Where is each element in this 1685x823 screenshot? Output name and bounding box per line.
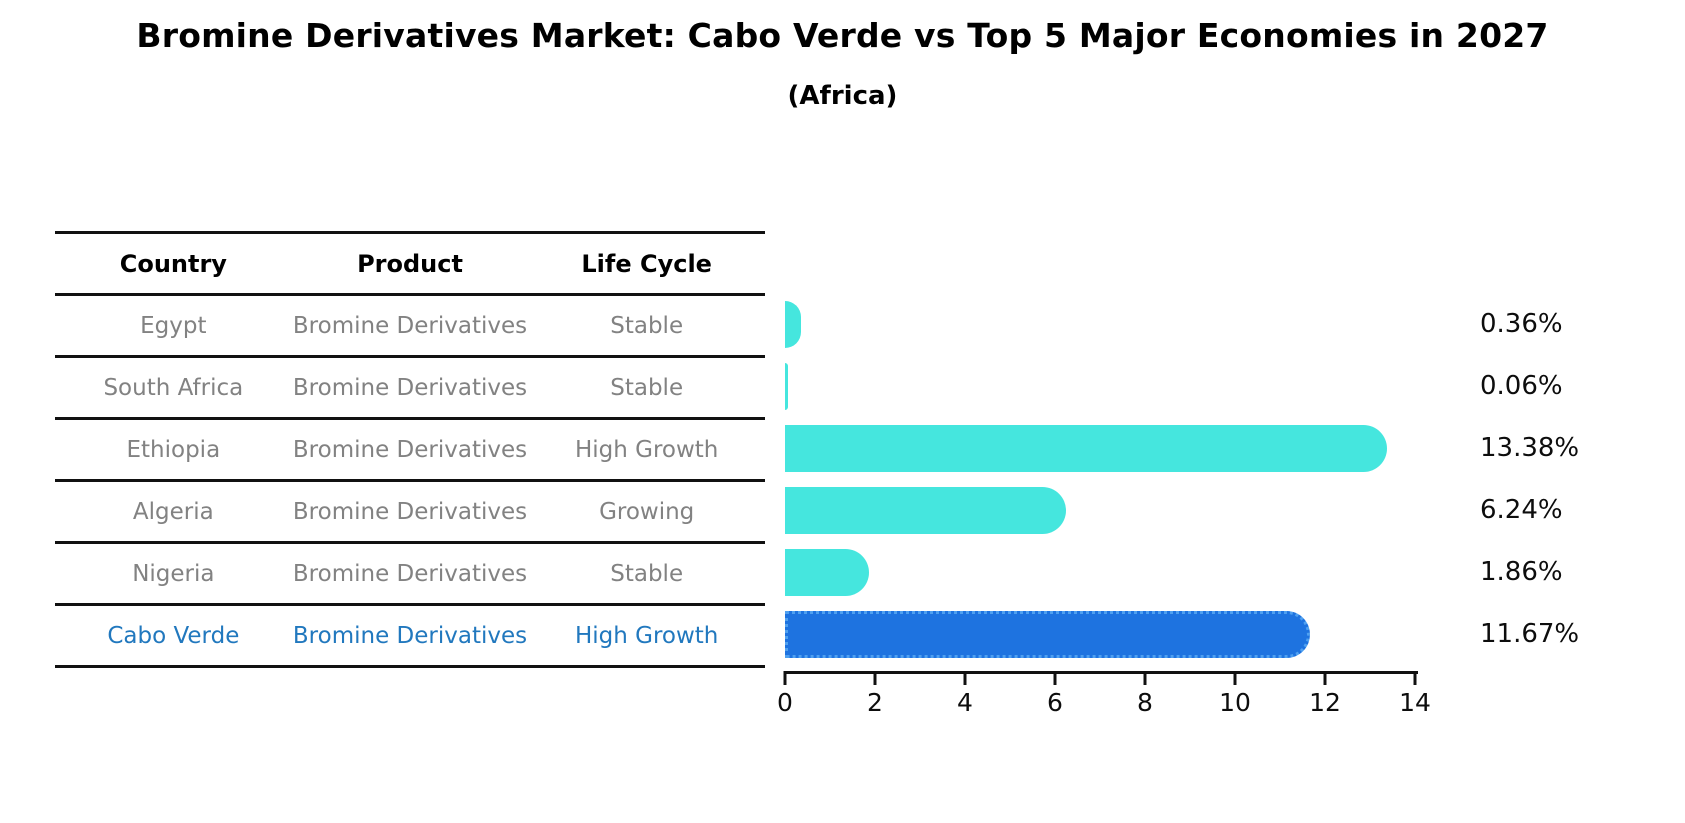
table-row-south-africa: South Africa Bromine Derivatives Stable (55, 358, 765, 417)
x-axis (785, 671, 1418, 674)
bar-row-algeria: 6.24% (785, 479, 1563, 541)
cell-country: Nigeria (132, 560, 215, 587)
cell-country: Ethiopia (126, 436, 221, 463)
x-axis-tick-label: 12 (1309, 688, 1341, 717)
x-axis-tick-label: 0 (777, 688, 793, 717)
x-axis-tick (963, 671, 967, 685)
x-axis-tick (1233, 671, 1237, 685)
cell-product: Bromine Derivatives (292, 622, 528, 649)
bar-chart: 0.36% 0.06% 13.38% 6.24% 1.86% 11.67% (785, 293, 1579, 665)
comparison-table: Country Product Life Cycle Egypt Bromine… (55, 231, 765, 668)
bar-row-cabo-verde: 11.67% (785, 603, 1579, 665)
cell-country: Algeria (132, 498, 214, 525)
column-header-country: Country (119, 249, 227, 278)
x-axis-tick-label: 2 (867, 688, 883, 717)
bar-algeria (785, 486, 1066, 534)
bar-egypt (785, 300, 802, 348)
cell-country: South Africa (103, 374, 244, 401)
table-divider (55, 665, 765, 668)
x-axis-tick-label: 6 (1047, 688, 1063, 717)
cell-product: Bromine Derivatives (292, 436, 528, 463)
table-divider (55, 231, 765, 234)
x-axis-tick-labels: 0 2 4 6 8 10 12 14 (777, 688, 1431, 720)
table-row-ethiopia: Ethiopia Bromine Derivatives High Growth (55, 420, 765, 479)
cell-country: Cabo Verde (107, 622, 240, 649)
bar-row-nigeria: 1.86% (785, 541, 1563, 603)
x-axis-tick (783, 671, 787, 685)
table-divider (55, 417, 765, 420)
x-axis-ticks (783, 671, 1417, 686)
bar-row-egypt: 0.36% (785, 293, 1563, 355)
bar-ethiopia (785, 424, 1388, 472)
bar-value-label: 11.67% (1480, 619, 1580, 649)
table-header-row: Country Product Life Cycle (55, 234, 765, 293)
column-header-product: Product (357, 249, 463, 278)
bar-value-label: 13.38% (1480, 433, 1580, 463)
column-header-lifecycle: Life Cycle (581, 249, 712, 278)
bar-row-ethiopia: 13.38% (785, 417, 1579, 479)
cell-lifecycle: Stable (610, 312, 684, 339)
x-axis-tick-label: 4 (957, 688, 973, 717)
table-divider (55, 355, 765, 358)
cell-product: Bromine Derivatives (292, 560, 528, 587)
chart-header: Bromine Derivatives Market: Cabo Verde v… (0, 0, 1685, 111)
x-axis-tick (1323, 671, 1327, 685)
bar-value-label: 0.06% (1480, 371, 1563, 401)
bar-cabo-verde-highlighted (785, 610, 1311, 658)
cell-country: Egypt (140, 312, 207, 339)
table-row-algeria: Algeria Bromine Derivatives Growing (55, 482, 765, 541)
cell-lifecycle: Stable (610, 560, 684, 587)
cell-lifecycle: Stable (610, 374, 684, 401)
cell-lifecycle: High Growth (574, 622, 719, 649)
x-axis-tick (873, 671, 877, 685)
cell-product: Bromine Derivatives (292, 312, 528, 339)
cell-product: Bromine Derivatives (292, 374, 528, 401)
table-row-nigeria: Nigeria Bromine Derivatives Stable (55, 544, 765, 603)
x-axis-tick (1143, 671, 1147, 685)
x-axis-tick (1413, 671, 1417, 685)
bar-value-label: 0.36% (1480, 309, 1563, 339)
chart-title: Bromine Derivatives Market: Cabo Verde v… (136, 16, 1549, 55)
bar-nigeria (785, 548, 869, 596)
bar-row-south-africa: 0.06% (785, 355, 1563, 417)
cell-product: Bromine Derivatives (292, 498, 528, 525)
table-divider (55, 293, 765, 296)
x-axis-tick (1053, 671, 1057, 685)
bar-south-africa (785, 362, 788, 410)
x-axis-tick-label: 8 (1137, 688, 1153, 717)
chart-subtitle: (Africa) (787, 81, 898, 111)
x-axis-tick-label: 14 (1399, 688, 1431, 717)
table-divider (55, 603, 765, 606)
table-row-egypt: Egypt Bromine Derivatives Stable (55, 296, 765, 355)
x-axis-tick-label: 10 (1219, 688, 1251, 717)
bar-value-label: 6.24% (1480, 495, 1563, 525)
table-divider (55, 541, 765, 544)
cell-lifecycle: Growing (599, 498, 695, 525)
table-divider (55, 479, 765, 482)
table-row-cabo-verde: Cabo Verde Bromine Derivatives High Grow… (55, 606, 765, 665)
bar-value-label: 1.86% (1480, 557, 1563, 587)
cell-lifecycle: High Growth (574, 436, 719, 463)
